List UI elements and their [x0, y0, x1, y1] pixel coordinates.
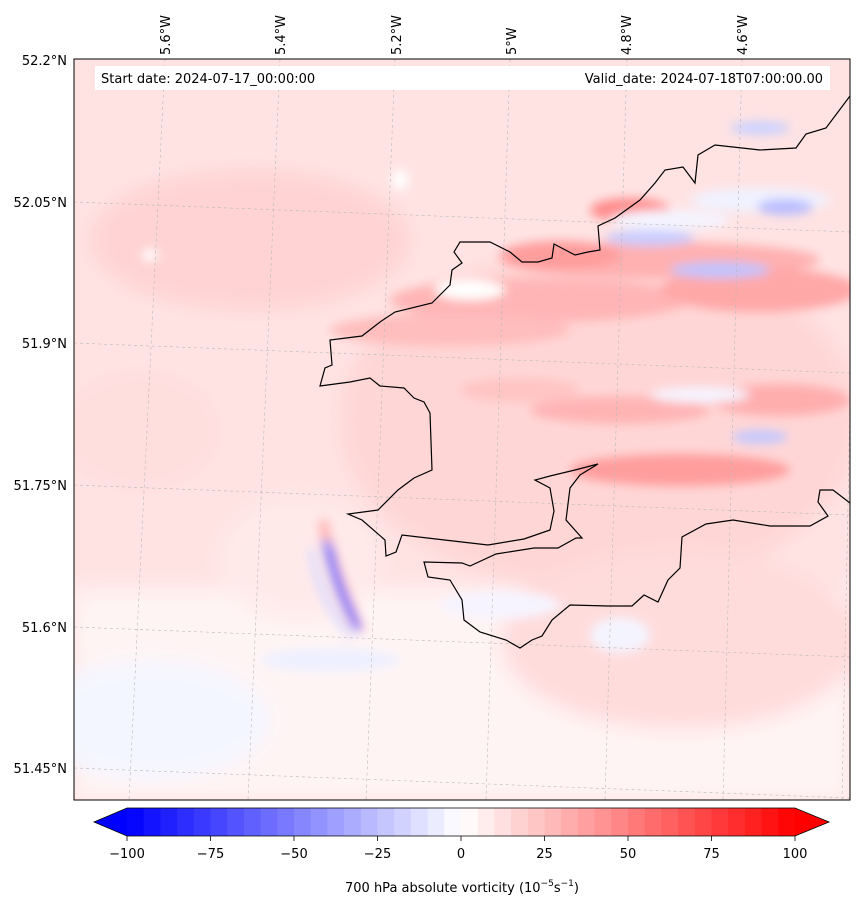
start-date-text: Start date: 2024-07-17_00:00:00: [101, 72, 315, 87]
colorbar-tick-label: −25: [364, 847, 391, 862]
map-panel: Start date: 2024-07-17_00:00:00 Valid_da…: [14, 15, 851, 801]
colorbar-bin: [728, 808, 746, 836]
colorbar-tick-label: −100: [109, 847, 145, 862]
vorticity-field: [74, 59, 850, 800]
colorbar-extend-high: [795, 808, 829, 836]
colorbar-bin: [243, 808, 262, 836]
date-header-box: [95, 66, 830, 90]
colorbar-bin: [611, 808, 629, 836]
lon-label: 5.2°W: [390, 15, 405, 55]
lat-label: 51.6°N: [22, 621, 67, 636]
colorbar-bin: [628, 808, 646, 836]
colorbar-tick-label: 25: [536, 847, 553, 862]
meridian: [247, 59, 281, 800]
colorbar-bin: [210, 808, 228, 836]
map-frame: [73, 58, 851, 801]
colorbar-bin: [227, 808, 245, 836]
colorbar-bin: [561, 808, 579, 836]
colorbar-extend-low: [94, 808, 127, 836]
colorbar-bin: [327, 808, 345, 836]
colorbar-bin: [661, 808, 679, 836]
longitude-labels: 5.6°W 5.4°W 5.2°W 5°W 4.8°W 4.6°W: [159, 15, 751, 55]
colorbar-bins: [94, 808, 829, 836]
colorbar-bin: [193, 808, 212, 836]
colorbar-bin: [694, 808, 713, 836]
valid-date-text: Valid_date: 2024-07-18T07:00:00.00: [585, 72, 823, 87]
colorbar-tick-label: 100: [783, 847, 808, 862]
lon-label: 5°W: [505, 27, 520, 55]
colorbar-bin: [744, 808, 763, 836]
lat-label: 51.45°N: [14, 762, 67, 777]
colorbar-bin: [644, 808, 662, 836]
colorbar-tick-label: 50: [620, 847, 637, 862]
colorbar-bin: [294, 808, 312, 836]
lon-label: 5.4°W: [274, 15, 289, 55]
colorbar-bin: [527, 808, 546, 836]
colorbar-bin: [277, 808, 295, 836]
colorbar-bin: [477, 808, 495, 836]
coastline: [319, 95, 850, 649]
lat-label: 52.05°N: [14, 196, 67, 211]
colorbar-bin: [260, 808, 278, 836]
lon-label: 5.6°W: [159, 15, 174, 55]
colorbar-bin: [444, 808, 462, 836]
colorbar-bin: [310, 808, 328, 836]
colorbar-bin: [577, 808, 596, 836]
colorbar-bin: [427, 808, 445, 836]
colorbar-tick-label: 0: [457, 847, 465, 862]
lat-label: 52.2°N: [22, 54, 67, 69]
colorbar-bin: [127, 808, 145, 836]
colorbar-bin: [711, 808, 729, 836]
lat-label: 51.75°N: [14, 479, 67, 494]
colorbar-tick-label: −75: [197, 847, 224, 862]
colorbar-bin: [678, 808, 696, 836]
colorbar-label: 700 hPa absolute vorticity (10−5s−1): [345, 879, 579, 896]
latitude-labels: 52.2°N 52.05°N 51.9°N 51.75°N 51.6°N 51.…: [14, 54, 67, 777]
lon-label: 4.8°W: [620, 15, 635, 55]
colorbar: −100 −75 −50 −25 0 25 50 75 100 700 hPa absolute…: [92, 807, 831, 896]
colorbar-bin: [594, 808, 612, 836]
colorbar-bin: [377, 808, 395, 836]
colorbar-bin: [761, 808, 779, 836]
lat-label: 51.9°N: [22, 337, 67, 352]
colorbar-bin: [344, 808, 362, 836]
colorbar-bin: [360, 808, 379, 836]
colorbar-bin: [160, 808, 178, 836]
colorbar-tick-label: 75: [703, 847, 720, 862]
colorbar-tick-label: −50: [280, 847, 307, 862]
graticule: [74, 59, 850, 800]
colorbar-bin: [544, 808, 562, 836]
colorbar-bin: [461, 808, 479, 836]
colorbar-bin: [410, 808, 429, 836]
colorbar-bin: [778, 808, 796, 836]
lon-label: 4.6°W: [736, 15, 751, 55]
colorbar-bin: [394, 808, 412, 836]
colorbar-bin: [143, 808, 161, 836]
meridian: [128, 59, 166, 800]
colorbar-bin: [177, 808, 195, 836]
colorbar-ticks: −100 −75 −50 −25 0 25 50 75 100: [109, 836, 807, 862]
colorbar-bin: [494, 808, 512, 836]
colorbar-bin: [511, 808, 529, 836]
